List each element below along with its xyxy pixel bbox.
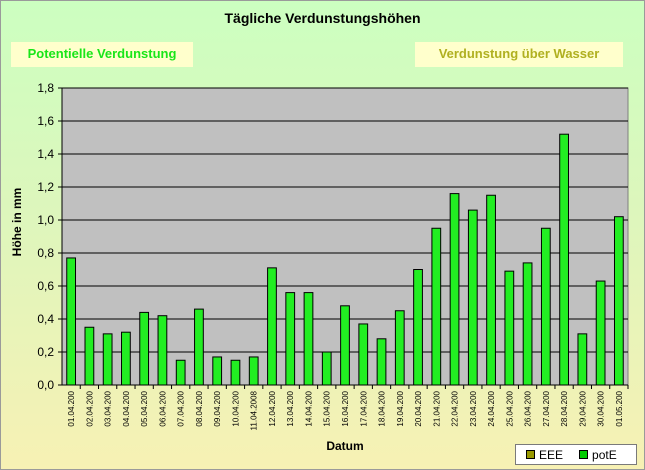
x-tick-label: 01.04.200: [67, 390, 76, 426]
x-tick-label: 14.04.200: [304, 390, 313, 426]
x-tick-label: 10.04.200: [231, 390, 240, 426]
bar: [577, 333, 588, 386]
legend-item-pote: potE: [579, 448, 617, 462]
bar: [486, 194, 496, 386]
y-axis-label: Höhe in mm: [10, 188, 24, 257]
legend-label-pote: potE: [592, 447, 617, 462]
y-tick-label: 0,4: [37, 312, 54, 326]
x-axis-label: Datum: [326, 439, 363, 453]
bar: [613, 216, 624, 386]
bar: [504, 270, 515, 386]
x-tick-label: 25.04.200: [505, 390, 514, 426]
legend-swatch-eee: [526, 450, 535, 459]
x-tick-label: 15.04.200: [323, 390, 332, 426]
chart-title: Tägliche Verdunstungshöhen: [224, 10, 421, 26]
tab-potential-evaporation[interactable]: Potentielle Verdunstung: [11, 42, 193, 67]
y-tick-label: 0,6: [37, 279, 54, 293]
x-tick-label: 08.04.200: [195, 390, 204, 426]
bar: [267, 267, 277, 386]
bar: [522, 262, 533, 386]
chart-legend: EEE potE: [515, 444, 637, 465]
bar: [285, 292, 296, 386]
bar: [358, 323, 369, 386]
x-tick-label: 20.04.200: [414, 390, 423, 426]
axes: [61, 88, 628, 386]
tab-evaporation-over-water[interactable]: Verdunstung über Wasser: [415, 42, 623, 67]
bar: [394, 310, 405, 386]
bar: [66, 257, 77, 386]
x-tick-label: 22.04.200: [451, 390, 460, 426]
x-tick-label: 13.04.200: [286, 390, 295, 426]
x-tick-label: 19.04.200: [396, 390, 405, 426]
x-tick-label: 04.04.200: [122, 390, 131, 426]
bar: [157, 315, 168, 386]
legend-label-eee: EEE: [539, 447, 564, 462]
x-tick-label: 18.04.200: [378, 390, 387, 426]
bar: [321, 351, 332, 386]
legend-swatch-pote: [579, 450, 589, 459]
x-tick-label: 11.04.2008: [250, 390, 259, 430]
x-tick-label: 09.04.200: [213, 390, 222, 426]
x-tick-label: 07.04.200: [177, 390, 186, 426]
x-tick-label: 21.04.200: [432, 390, 441, 426]
y-tick-label: 0,0: [37, 378, 54, 392]
bar: [540, 227, 551, 386]
legend-item-eee: EEE: [526, 448, 563, 462]
x-tick-label: 23.04.200: [469, 390, 478, 426]
x-tick-label: 05.04.200: [140, 390, 149, 426]
bar: [248, 356, 259, 386]
bar: [139, 311, 150, 386]
bar: [121, 331, 131, 386]
x-tick-label: 29.04.200: [578, 390, 587, 426]
x-tick-label: 26.04.200: [524, 390, 533, 426]
x-tick-label: 24.04.200: [487, 390, 496, 426]
y-tick-label: 0,2: [37, 345, 54, 359]
x-tick-label: 12.04.200: [268, 390, 277, 426]
bar: [559, 133, 569, 386]
x-tick-label: 28.04.200: [560, 390, 569, 426]
x-tick-label: 17.04.200: [359, 390, 368, 426]
bar: [212, 356, 223, 386]
x-tick-label: 01.05.200: [615, 390, 624, 426]
bar: [102, 333, 113, 386]
bar: [175, 359, 186, 386]
bar: [194, 308, 204, 386]
y-tick-label: 0,8: [37, 246, 54, 260]
bar: [431, 227, 442, 386]
x-tick-label: 16.04.200: [341, 390, 350, 426]
bars: [66, 133, 624, 386]
bar: [340, 305, 350, 386]
x-tick-label: 06.04.200: [158, 390, 167, 426]
y-tick-label: 1,8: [37, 81, 54, 95]
x-tick-label: 02.04.200: [85, 390, 94, 426]
bar: [595, 280, 606, 386]
y-tick-label: 1,4: [37, 147, 54, 161]
bar: [467, 209, 478, 386]
y-tick-label: 1,6: [37, 114, 54, 128]
bar: [376, 338, 387, 386]
x-tick-labels: 01.04.200 02.04.200 03.04.200 04.04.200 05.0…: [67, 385, 629, 430]
bar: [84, 326, 95, 386]
x-tick-label: 03.04.200: [104, 390, 113, 426]
bar: [449, 193, 460, 386]
y-tick-labels: 0,0 0,2 0,4 0,6 0,8 1,0 1,2 1,4 1,6 1,8: [37, 81, 62, 392]
y-tick-label: 1,2: [37, 180, 54, 194]
bar: [230, 359, 241, 386]
y-tick-label: 1,0: [37, 213, 54, 227]
bar: [413, 269, 423, 386]
grid-lines: [62, 87, 628, 353]
bar: [303, 292, 314, 386]
x-tick-label: 30.04.200: [597, 390, 606, 426]
x-tick-label: 27.04.200: [542, 390, 551, 426]
